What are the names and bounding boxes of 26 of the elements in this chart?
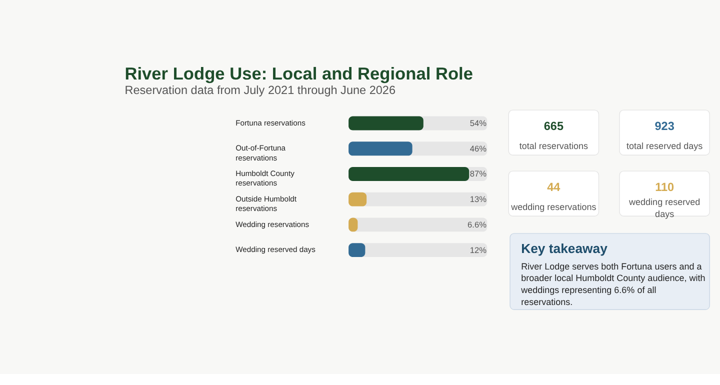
- text: 665: [544, 120, 564, 134]
- text: Key takeaway: [521, 240, 608, 256]
- y-tick-label: Humboldt County reservations: [236, 169, 295, 188]
- y-tick-label: Out-of-Fortuna reservations: [236, 144, 286, 162]
- data-label: 13%: [470, 194, 488, 204]
- text: 110: [655, 181, 675, 194]
- text: wedding reservations: [510, 202, 597, 212]
- data-label: 46%: [470, 143, 488, 154]
- data-label: 54%: [470, 118, 488, 128]
- text: 44: [547, 181, 561, 194]
- chart-subtitle: Reservation data from July 2021 through June 2026: [124, 84, 396, 98]
- text: wedding reserved days: [628, 197, 700, 219]
- y-tick-label: Wedding reserved days: [236, 245, 316, 254]
- data-label: 6.6%: [468, 219, 488, 230]
- y-tick-label: Wedding reservations: [236, 220, 310, 229]
- chart-title: River Lodge Use: Local and Regional Role: [124, 64, 474, 84]
- y-tick-label: Outside Humboldt reservations: [236, 194, 298, 214]
- text: River Lodge serves both Fortuna users and a broader local Humboldt County audience, with weddings representing 6.6% of all reservations.: [520, 261, 706, 307]
- text: total reservations: [519, 140, 588, 151]
- y-tick-label: Fortuna reservations: [236, 118, 306, 128]
- bar: [348, 192, 367, 206]
- text: 923: [654, 120, 675, 134]
- bar: [348, 243, 366, 258]
- text: total reserved days: [626, 140, 704, 151]
- data-label: 12%: [470, 244, 488, 255]
- data-label: 87%: [470, 168, 488, 179]
